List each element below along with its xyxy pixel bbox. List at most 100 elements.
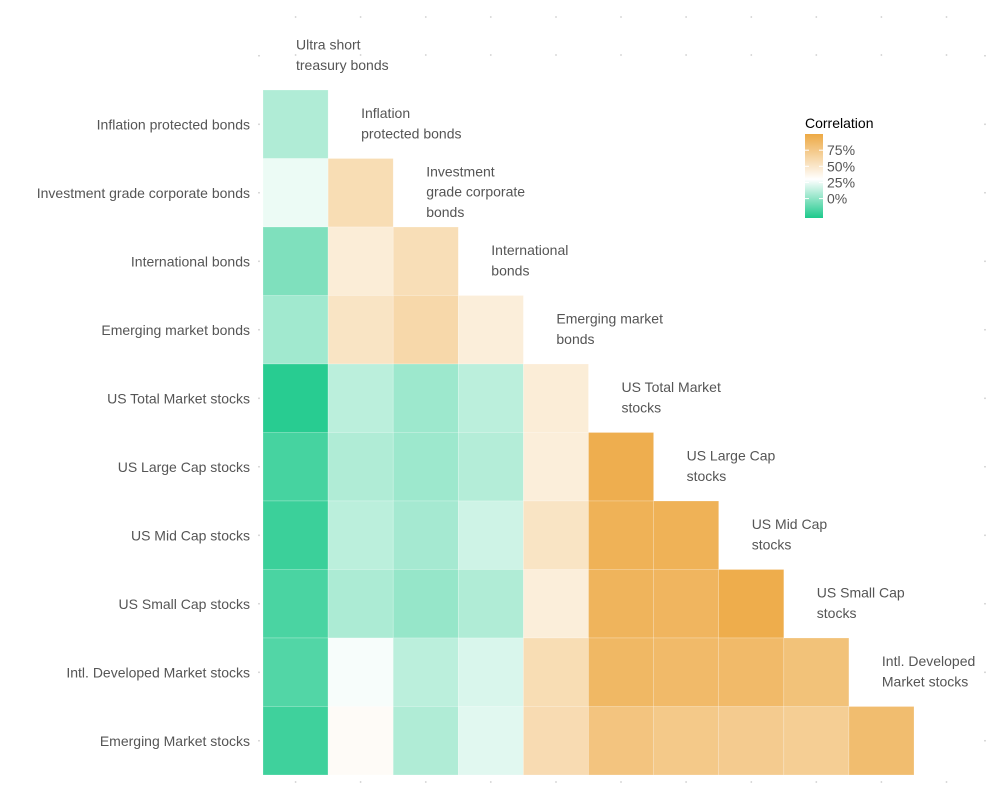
row-label: US Mid Cap stocks: [131, 527, 250, 543]
guide-dot: [258, 465, 260, 468]
guide-dot: [984, 739, 986, 742]
legend-tick-label: 25%: [827, 175, 855, 191]
heatmap-cell: [262, 637, 329, 707]
guide-dot: [258, 671, 260, 674]
guide-dot: [359, 781, 362, 783]
row-labels: Inflation protected bonds Investment grad…: [37, 116, 250, 748]
diagonal-label: Inflation protected bonds: [361, 105, 461, 141]
guide-dot: [685, 16, 687, 18]
row-label: Inflation protected bonds: [97, 116, 250, 132]
heatmap-cell: [718, 706, 785, 776]
heatmap-cell: [262, 500, 329, 570]
heatmap-cell: [392, 226, 459, 296]
guide-dot: [258, 397, 260, 400]
guide-dot: [984, 534, 986, 537]
guide-dot: [685, 54, 687, 56]
guide-dot: [984, 602, 986, 605]
heatmap-cell: [262, 706, 329, 776]
heatmap-cell: [392, 569, 459, 639]
diagonal-label: US Total Market stocks: [622, 379, 721, 415]
heatmap-cell: [327, 158, 394, 228]
guide-dot: [258, 534, 260, 537]
heatmap-cell: [262, 432, 329, 502]
diagonal-label: US Large Cap stocks: [687, 448, 776, 484]
guide-dot: [880, 781, 883, 783]
heatmap-cell: [392, 637, 459, 707]
heatmap-cell: [262, 158, 329, 228]
guide-dot: [258, 123, 260, 126]
diagonal-label: Emerging market bonds: [556, 311, 663, 347]
heatmap-cell: [262, 226, 329, 296]
guide-dot: [258, 328, 260, 331]
guide-dot: [489, 16, 492, 18]
guide-dot: [294, 54, 297, 56]
legend-colorbar: [805, 134, 823, 218]
guide-dot: [489, 54, 492, 56]
heatmap-cell: [588, 432, 654, 502]
heatmap-cell: [783, 706, 850, 776]
guide-dot: [750, 16, 753, 18]
row-label: Emerging market bonds: [101, 322, 250, 338]
heatmap-cell: [848, 706, 915, 776]
heatmap-cell: [653, 500, 719, 570]
guide-dot: [258, 54, 260, 57]
heatmap-cell: [457, 295, 524, 365]
heatmap-cell: [262, 89, 329, 159]
heatmap-cell: [327, 295, 394, 365]
heatmap-cell: [523, 706, 589, 776]
guide-dot: [945, 54, 948, 56]
heatmap-cell: [327, 500, 394, 570]
heatmap-cell: [718, 637, 785, 707]
heatmap-cell: [523, 637, 589, 707]
guide-dot: [258, 602, 260, 605]
guide-dot: [424, 54, 427, 56]
legend-tick-label: 75%: [827, 142, 855, 158]
heatmap-cells: [262, 89, 915, 776]
heatmap-cell: [262, 569, 329, 639]
heatmap-cell: [392, 706, 459, 776]
legend: Correlation 75%50%25%0%: [805, 115, 873, 218]
heatmap-cell: [588, 569, 654, 639]
guide-dot: [984, 465, 986, 468]
guide-dot: [555, 16, 557, 18]
heatmap-cell: [457, 637, 524, 707]
heatmap-cell: [523, 363, 589, 433]
guide-dot: [294, 16, 297, 18]
guide-dot: [945, 781, 948, 783]
guide-dot: [258, 260, 260, 263]
guide-dot: [984, 671, 986, 674]
guide-dot: [880, 54, 883, 56]
heatmap-cell: [588, 637, 654, 707]
legend-tick-label: 50%: [827, 158, 855, 174]
guide-dot: [258, 739, 260, 742]
guide-dot: [984, 328, 986, 331]
heatmap-cell: [523, 432, 589, 502]
diagonal-label: International bonds: [491, 242, 568, 278]
guide-dot: [258, 191, 260, 194]
guide-dot: [359, 54, 362, 56]
guide-dot: [620, 16, 622, 18]
legend-title: Correlation: [805, 115, 873, 131]
guide-dot: [815, 54, 818, 56]
guide-dot: [984, 260, 986, 263]
guide-dot: [555, 54, 557, 56]
heatmap-cell: [327, 569, 394, 639]
heatmap-cell: [457, 569, 524, 639]
row-label: US Large Cap stocks: [118, 459, 250, 475]
row-label: Investment grade corporate bonds: [37, 185, 250, 201]
heatmap-cell: [653, 706, 719, 776]
heatmap-cell: [262, 363, 329, 433]
row-label: US Total Market stocks: [107, 390, 250, 406]
guide-dot: [359, 16, 362, 18]
row-label: Intl. Developed Market stocks: [66, 664, 250, 680]
heatmap-cell: [392, 432, 459, 502]
guide-dot: [555, 781, 557, 783]
heatmap-cell: [327, 226, 394, 296]
heatmap-cell: [327, 637, 394, 707]
guide-dot: [815, 781, 818, 783]
guide-dot: [984, 54, 986, 57]
legend-tick-label: 0%: [827, 191, 847, 207]
diagonal-label: Ultra short treasury bonds: [296, 37, 389, 73]
guide-dot: [750, 781, 753, 783]
